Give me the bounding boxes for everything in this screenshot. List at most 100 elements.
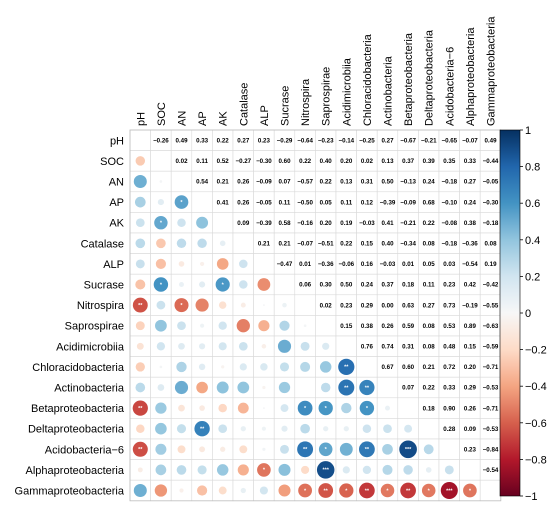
cell-nitrospira-nitrospira <box>294 294 316 316</box>
coef-label: −0.63 <box>483 323 499 330</box>
corr-circle-deltaproteobacteria-ap <box>194 421 210 437</box>
corr-circle-deltaproteobacteria-ph <box>136 424 145 433</box>
corr-circle-alp-an <box>178 261 185 267</box>
coef-label: 0.31 <box>402 344 415 351</box>
corr-circle-ap-soc <box>157 199 164 206</box>
coef-label: −0.44 <box>483 158 499 165</box>
corr-circle-acidimicrobiia-ap <box>199 343 206 350</box>
row-labels: pH SOC AN AP AK Catalase ALP Sucrase Nitrospira S… <box>15 135 125 497</box>
col-label-catalase: Catalase <box>238 83 250 126</box>
corr-circle-acidimicrobiia-sucrase <box>277 339 292 353</box>
coef-label: 0.33 <box>443 385 456 392</box>
coef-label: −0.29 <box>277 138 293 145</box>
corr-circle-ap-an <box>174 195 189 209</box>
coef-label: 0.73 <box>443 302 456 309</box>
corr-circle-catalase-an <box>176 238 187 249</box>
coef-label: 0.13 <box>381 158 394 165</box>
coef-label: 0.22 <box>217 138 230 145</box>
corr-circle-alp-ak <box>216 258 229 270</box>
coef-label: 0.09 <box>464 426 477 433</box>
coef-label: 0.01 <box>299 261 312 268</box>
coef-label: 0.27 <box>237 138 250 145</box>
column-labels: pH SOC AN AP AK Catalase ALP Sucrase Nitrospira S… <box>135 16 497 126</box>
row-label-ap: AP <box>109 197 124 209</box>
corr-circle-alphaproteobacteria-ap <box>197 465 207 475</box>
coef-label: 0.21 <box>423 364 436 371</box>
significance-mark: ** <box>138 447 143 453</box>
col-label-ph: pH <box>135 112 147 126</box>
corr-circle-acidobacteria-6-sucrase <box>280 444 289 454</box>
significance-mark: *** <box>405 447 412 453</box>
corr-circle-an-soc <box>159 180 163 183</box>
corr-circle-catalase-ph <box>135 238 146 249</box>
coef-label: 0.27 <box>464 179 477 186</box>
col-label-actinobacteria: Actinobacteria <box>383 55 395 126</box>
significance-mark: ** <box>324 488 329 494</box>
coef-label: 0.22 <box>340 241 353 248</box>
corr-circle-chloracidobacteria-catalase <box>239 363 247 371</box>
corr-circle-ap-ph <box>134 196 146 208</box>
coef-label: 0.60 <box>402 364 415 371</box>
col-label-alphaproteobacteria: Alphaproteobacteria <box>465 27 477 126</box>
corr-circle-alp-catalase <box>239 259 248 269</box>
significance-mark: ** <box>365 385 370 391</box>
coef-label: −0.13 <box>400 179 416 186</box>
cell-actinobacteria-actinobacteria <box>376 376 399 399</box>
corr-circle-actinobacteria-soc <box>157 384 165 391</box>
coef-label: 0.22 <box>299 158 312 165</box>
corr-circle-ak-soc <box>154 215 168 230</box>
coef-label: 0.24 <box>423 179 436 186</box>
corr-circle-actinobacteria-an <box>174 380 189 395</box>
corr-circle-actinobacteria-acidimicrobiia <box>338 379 355 396</box>
coef-label: 0.26 <box>237 179 250 186</box>
significance-mark: ** <box>344 365 349 371</box>
coef-label: 0.08 <box>423 241 436 248</box>
row-label-nitrospira: Nitrospira <box>77 300 125 312</box>
coef-label: 0.41 <box>217 199 230 206</box>
corr-circle-saprospirae-ph <box>135 321 145 331</box>
coef-label: −0.05 <box>256 199 272 206</box>
corr-circle-betaproteobacteria-ph <box>132 400 148 416</box>
corr-circle-chloracidobacteria-ap <box>198 363 206 371</box>
corr-circle-gammaproteobacteria-soc <box>154 484 168 497</box>
coef-label: 0.22 <box>320 179 333 186</box>
coef-label: 0.19 <box>340 220 353 227</box>
corr-circle-actinobacteria-ph <box>135 382 146 393</box>
coef-label: 0.31 <box>361 179 374 186</box>
corr-circle-deltaproteobacteria-acidimicrobiia <box>343 426 349 432</box>
significance-mark: * <box>366 406 369 412</box>
colorbar-tick-label: 0.8 <box>525 162 540 174</box>
corr-circle-gammaproteobacteria-deltaproteobacteria <box>421 483 436 498</box>
row-label-gammaproteobacteria: Gammaproteobacteria <box>15 486 125 498</box>
corr-circle-an-ph <box>133 174 147 189</box>
coef-label: 0.12 <box>361 199 374 206</box>
significance-mark: ** <box>138 406 143 412</box>
corr-circle-acidobacteria-6-actinobacteria <box>382 443 393 455</box>
cell-alp-alp <box>253 253 275 275</box>
corr-circle-alp-soc <box>155 258 166 269</box>
corr-circle-acidobacteria-6-ph <box>132 441 148 457</box>
corr-circle-nitrospira-alp <box>262 304 265 307</box>
coef-label: −0.09 <box>400 199 416 206</box>
corr-circle-betaproteobacteria-soc <box>155 402 167 414</box>
coef-label: 0.27 <box>423 302 436 309</box>
coef-label: 0.07 <box>278 179 291 186</box>
significance-mark: * <box>160 221 163 227</box>
coef-label: 0.40 <box>381 241 394 248</box>
corr-circle-actinobacteria-ak <box>216 381 229 394</box>
colorbar-tick-label: 1 <box>525 125 531 137</box>
row-label-chloracidobacteria: Chloracidobacteria <box>32 362 125 374</box>
coef-label: 0.06 <box>299 282 312 289</box>
corr-circle-deltaproteobacteria-alp <box>261 426 266 431</box>
coef-label: 0.76 <box>361 344 374 351</box>
col-label-ap: AP <box>197 111 209 126</box>
corr-circle-chloracidobacteria-nitrospira <box>300 361 311 372</box>
corr-circle-actinobacteria-sucrase <box>278 381 291 394</box>
row-label-betaproteobacteria: Betaproteobacteria <box>31 403 125 415</box>
col-label-sucrase: Sucrase <box>280 86 292 126</box>
corr-circle-alphaproteobacteria-ph <box>137 467 143 473</box>
cell-alphaproteobacteria-alphaproteobacteria <box>459 459 481 481</box>
corr-circle-acidimicrobiia-ph <box>136 342 144 350</box>
corr-circle-betaproteobacteria-catalase <box>237 402 249 414</box>
corr-circle-gammaproteobacteria-catalase <box>240 487 246 494</box>
